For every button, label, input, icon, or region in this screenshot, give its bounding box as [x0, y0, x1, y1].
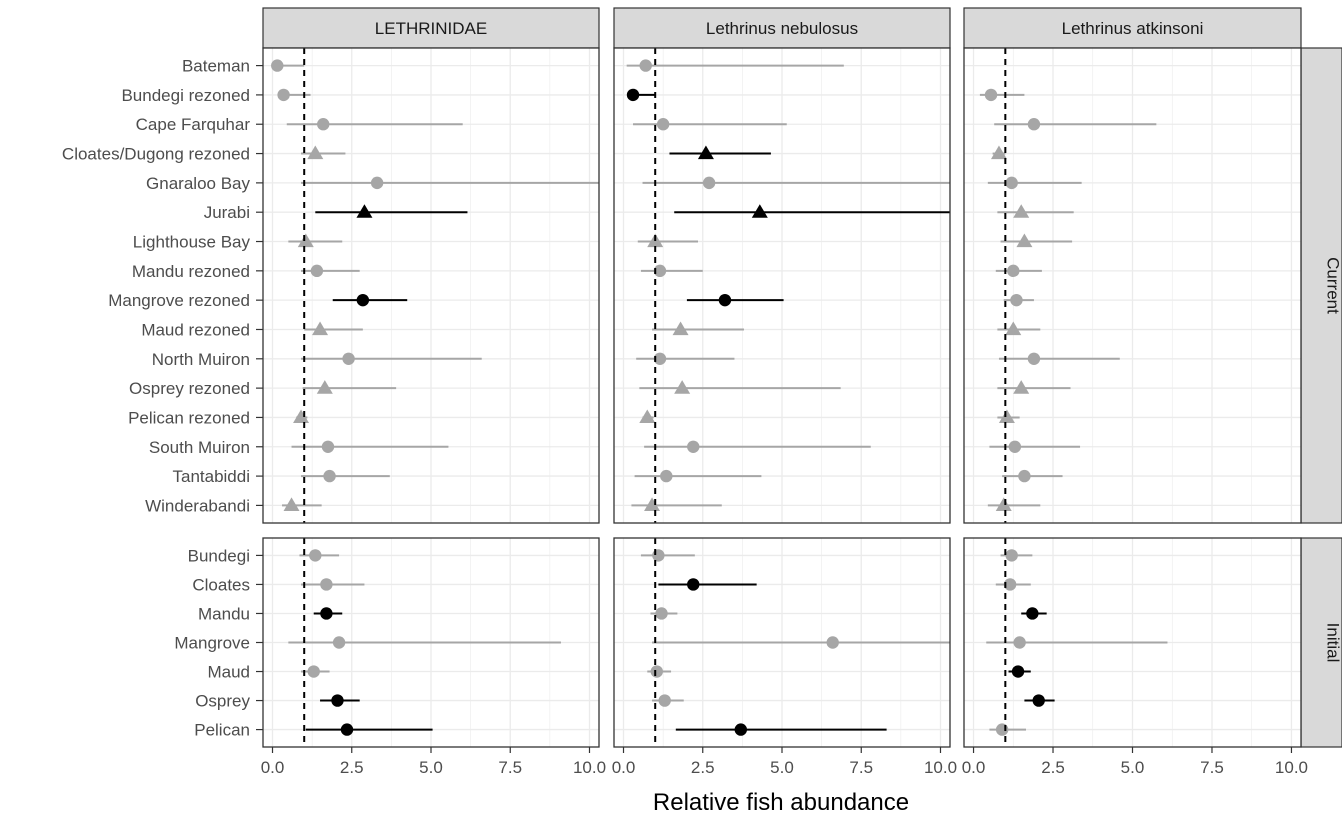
panel-1-1: [614, 538, 972, 747]
panel-0-1: [614, 48, 972, 523]
data-point-circle: [1026, 607, 1038, 619]
x-tick-label: 2.5: [691, 758, 715, 777]
y-tick-label: Mangrove: [174, 634, 250, 653]
data-point-circle: [996, 723, 1008, 735]
y-tick-label: Pelican: [194, 721, 250, 740]
panel-layer: [263, 8, 1342, 747]
y-tick-label: North Muiron: [152, 350, 250, 369]
y-tick-label: South Muiron: [149, 438, 250, 457]
x-tick-label: 2.5: [1041, 758, 1065, 777]
y-tick-label: Bundegi rezoned: [121, 86, 250, 105]
data-point-circle: [309, 549, 321, 561]
x-tick-label: 7.5: [498, 758, 522, 777]
x-tick-label: 7.5: [1200, 758, 1224, 777]
data-point-circle: [1013, 636, 1025, 648]
data-point-circle: [660, 470, 672, 482]
data-point-circle: [703, 177, 715, 189]
panel-0-0: [263, 48, 621, 523]
data-point-circle: [659, 694, 671, 706]
data-point-circle: [271, 59, 283, 71]
facet-strip-label-0: LETHRINIDAE: [375, 19, 487, 38]
y-tick-label: Maud: [207, 663, 250, 682]
y-tick-label: Cloates: [192, 575, 250, 594]
data-point-circle: [985, 89, 997, 101]
data-point-circle: [320, 607, 332, 619]
data-point-circle: [657, 118, 669, 130]
data-point-circle: [651, 665, 663, 677]
x-tick-label: 7.5: [849, 758, 873, 777]
y-tick-label: Osprey rezoned: [129, 379, 250, 398]
y-tick-label: Bundegi: [188, 546, 250, 565]
y-tick-label: Cape Farquhar: [136, 115, 251, 134]
y-tick-label: Pelican rezoned: [128, 408, 250, 427]
x-tick-label: 5.0: [1121, 758, 1145, 777]
facet-strip-label-1: Lethrinus nebulosus: [706, 19, 858, 38]
data-point-circle: [311, 265, 323, 277]
data-point-circle: [371, 177, 383, 189]
y-tick-label: Tantabiddi: [172, 467, 250, 486]
data-point-circle: [1005, 549, 1017, 561]
data-point-circle: [357, 294, 369, 306]
y-tick-label: Winderabandi: [145, 496, 250, 515]
x-tick-label: 2.5: [340, 758, 364, 777]
data-point-circle: [655, 607, 667, 619]
data-point-circle: [1007, 265, 1019, 277]
data-point-circle: [342, 353, 354, 365]
y-tick-label: Lighthouse Bay: [133, 233, 251, 252]
x-tick-label: 5.0: [419, 758, 443, 777]
data-point-circle: [317, 118, 329, 130]
data-point-circle: [1009, 441, 1021, 453]
data-point-circle: [687, 441, 699, 453]
data-point-circle: [1033, 694, 1045, 706]
x-tick-label: 5.0: [770, 758, 794, 777]
y-tick-label: Mangrove rezoned: [108, 291, 250, 310]
data-point-circle: [320, 578, 332, 590]
y-tick-label: Maud rezoned: [141, 320, 250, 339]
x-tick-label: 0.0: [612, 758, 636, 777]
data-point-circle: [333, 636, 345, 648]
data-point-circle: [1028, 118, 1040, 130]
y-tick-label: Jurabi: [204, 203, 250, 222]
data-point-circle: [627, 89, 639, 101]
facet-strip-label-2: Lethrinus atkinsoni: [1062, 19, 1204, 38]
data-point-circle: [639, 59, 651, 71]
data-point-circle: [308, 665, 320, 677]
x-tick-label: 0.0: [962, 758, 986, 777]
y-tick-label: Osprey: [195, 692, 250, 711]
data-point-circle: [1010, 294, 1022, 306]
data-point-circle: [277, 89, 289, 101]
x-tick-label: 10.0: [573, 758, 606, 777]
y-tick-label: Mandu rezoned: [132, 262, 250, 281]
panel-1-0: [263, 538, 599, 747]
data-point-circle: [687, 578, 699, 590]
x-tick-label: 0.0: [261, 758, 285, 777]
y-tick-label: Gnaraloo Bay: [146, 174, 250, 193]
x-tick-label: 10.0: [924, 758, 957, 777]
x-tick-label: 10.0: [1275, 758, 1308, 777]
row-strip-label-0: Current: [1324, 257, 1342, 314]
data-point-circle: [735, 723, 747, 735]
y-tick-label: Mandu: [198, 604, 250, 623]
y-tick-label: Cloates/Dugong rezoned: [62, 145, 250, 164]
data-point-circle: [323, 470, 335, 482]
panel-1-2: [964, 538, 1301, 747]
data-point-circle: [1018, 470, 1030, 482]
y-tick-label: Bateman: [182, 57, 250, 76]
data-point-circle: [341, 723, 353, 735]
data-point-circle: [1028, 353, 1040, 365]
data-point-circle: [827, 636, 839, 648]
data-point-circle: [1012, 665, 1024, 677]
data-point-circle: [331, 694, 343, 706]
data-point-circle: [719, 294, 731, 306]
data-point-circle: [652, 549, 664, 561]
panel-0-2: [964, 48, 1301, 523]
x-axis-title: Relative fish abundance: [653, 789, 909, 816]
data-point-circle: [1005, 177, 1017, 189]
data-point-circle: [322, 441, 334, 453]
row-strip-label-1: Initial: [1324, 623, 1342, 663]
